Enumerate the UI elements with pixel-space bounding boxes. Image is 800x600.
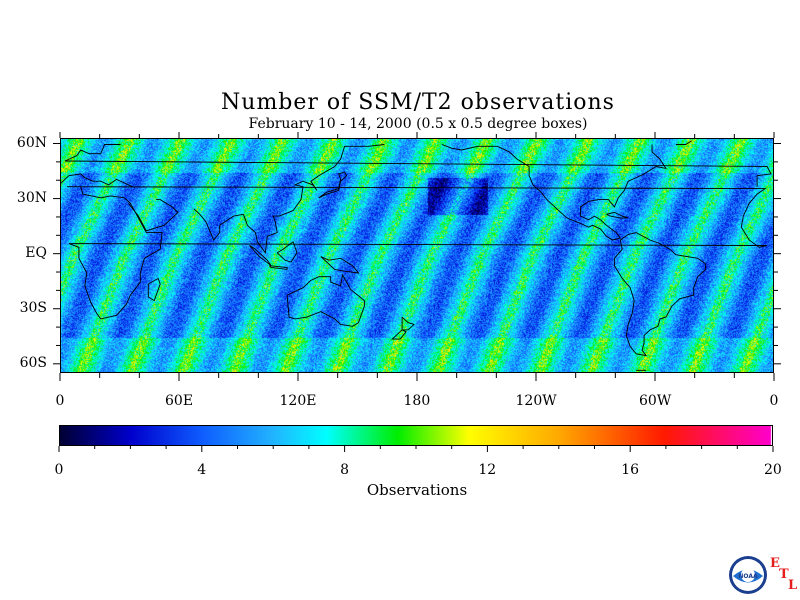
colorbar-tick-label: 8 <box>340 462 350 478</box>
coastline-segment <box>276 241 298 263</box>
coastline-segment <box>268 265 288 270</box>
map-subtitle: February 10 - 14, 2000 (0.5 x 0.5 degree… <box>248 116 588 132</box>
colorbar-tick-label: 12 <box>478 462 497 478</box>
coastline-segment <box>613 232 707 357</box>
coastline-segment <box>243 144 385 255</box>
coastline-segment <box>401 316 415 331</box>
colorbar-gradient <box>60 426 772 445</box>
etl-letter-l: L <box>788 578 798 593</box>
coastline-segment <box>128 199 179 232</box>
etl-letter-t: T <box>779 567 789 582</box>
coastline-overlay <box>61 140 772 371</box>
observation-density-raster <box>61 139 773 372</box>
coastline-segment <box>606 211 629 219</box>
coastline-segment <box>391 329 407 340</box>
coastline-segment <box>318 171 348 199</box>
lat-tick-label: 60N <box>16 134 47 151</box>
colorbar-tick-label: 16 <box>621 462 640 478</box>
lat-tick-label: EQ <box>25 244 47 261</box>
coastline-segment <box>320 256 360 274</box>
map-title: Number of SSM/T2 observations <box>221 90 615 115</box>
colorbar-tick-label: 4 <box>197 462 207 478</box>
coastline-segment <box>441 144 667 241</box>
colorbar <box>59 425 773 446</box>
noaa-logo-icon: NOAA <box>729 556 767 594</box>
lon-tick-label: 0 <box>55 393 65 409</box>
coastline-segment <box>286 273 365 327</box>
lon-tick-label: 180 <box>403 393 431 409</box>
etl-letter-e: E <box>770 556 780 571</box>
lon-tick-label: 120E <box>279 393 317 409</box>
lon-tick-label: 60E <box>165 393 194 409</box>
observation-map <box>60 138 774 373</box>
colorbar-tick-label: 0 <box>54 462 64 478</box>
lat-tick-label: 30N <box>16 189 47 206</box>
lon-tick-label: 0 <box>769 393 779 409</box>
coastline-segment <box>193 208 244 241</box>
coastline-segment <box>675 140 692 145</box>
lat-tick-label: 60S <box>19 354 47 371</box>
lon-tick-label: 120W <box>515 393 557 409</box>
coastline-segment <box>61 173 133 188</box>
svg-text:NOAA: NOAA <box>738 573 758 580</box>
colorbar-label: Observations <box>366 481 468 499</box>
colorbar-tick-label: 20 <box>764 462 782 478</box>
coastline-segment <box>66 186 768 320</box>
coastline-segment <box>147 277 161 302</box>
lon-tick-label: 60W <box>639 393 672 409</box>
coastline-segment <box>249 245 272 267</box>
lat-tick-label: 30S <box>19 299 47 316</box>
coastline-segment <box>64 144 772 187</box>
